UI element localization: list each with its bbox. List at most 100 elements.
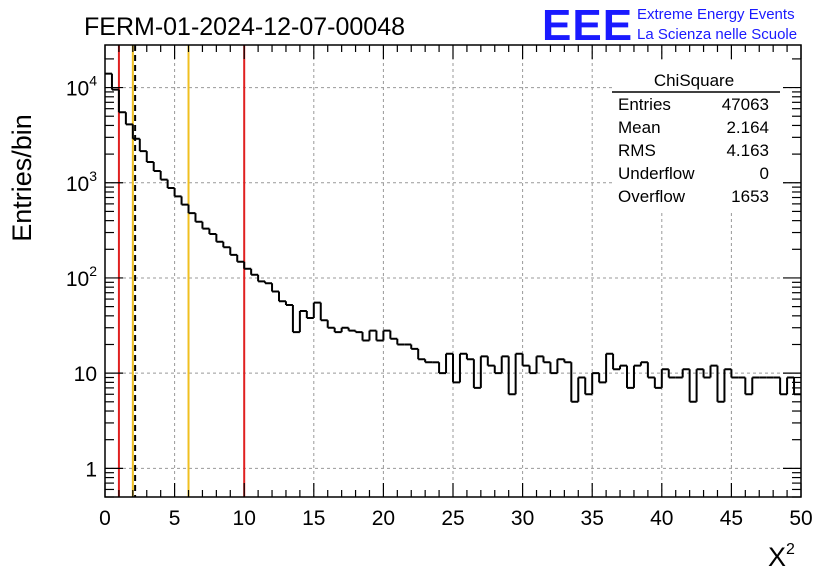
stats-row-value: 2.164 (726, 118, 769, 137)
histogram-bin (486, 356, 495, 367)
histogram-bin (577, 376, 586, 402)
histogram-bin (632, 364, 641, 388)
x-tick-label: 5 (169, 507, 181, 530)
histogram-bin (521, 353, 530, 367)
x-axis-title-sup: 2 (786, 541, 795, 558)
histogram-bin (639, 361, 648, 366)
y-tick-label: 102 (66, 263, 97, 291)
histogram-bin (312, 301, 321, 318)
histogram-bin (660, 368, 669, 388)
histogram-bin (716, 365, 725, 403)
histogram-bin (653, 377, 662, 389)
histogram-bin (744, 377, 753, 396)
histogram-bin (681, 368, 690, 378)
histogram-bin (368, 329, 377, 341)
histogram-bin (507, 356, 516, 396)
histogram-bin (445, 352, 453, 374)
histogram-bin (131, 124, 140, 140)
histogram-bin (417, 348, 426, 361)
histogram-bin (159, 170, 168, 181)
y-tick-label: 103 (66, 168, 97, 196)
histogram-bin (458, 352, 467, 383)
histogram-bin (166, 179, 175, 190)
histogram-bin (361, 332, 370, 342)
histogram-bin (243, 261, 252, 270)
histogram-bin (556, 358, 565, 374)
histogram-bin (180, 196, 189, 206)
histogram-bin (347, 327, 356, 332)
stats-box: ChiSquare Entries 47063 Mean 2.164 RMS 4.163 U… (612, 60, 780, 210)
histogram-bin (298, 309, 307, 333)
histogram-bin (514, 352, 523, 395)
histogram-bin (549, 362, 558, 375)
eee-logo-line2: La Scienza nelle Scuole (637, 26, 797, 43)
x-tick-label: 0 (99, 507, 111, 530)
histogram-bin (793, 377, 801, 396)
histogram-bin (612, 353, 621, 371)
stats-row-label: Entries (618, 95, 671, 114)
y-axis-title: Entries/bin (7, 114, 37, 242)
x-tick-label: 40 (650, 507, 673, 530)
histogram-bin (375, 330, 384, 342)
histogram-bin (723, 368, 732, 402)
histogram-bin (201, 221, 210, 230)
x-tick-label: 45 (720, 507, 743, 530)
x-tick-label: 20 (372, 507, 395, 530)
histogram-bin (709, 364, 718, 378)
histogram-bin (340, 326, 349, 333)
histogram-bin (465, 353, 474, 361)
histogram-bin (222, 241, 231, 249)
y-tick-labels: 1 10 102 103 104 (66, 73, 97, 482)
stats-row-value: 4.163 (726, 141, 769, 160)
stats-box-rows: Entries 47063 Mean 2.164 RMS 4.163 Underflow 0 O… (618, 95, 769, 206)
histogram-bin (570, 362, 579, 403)
histogram-bin (598, 373, 607, 384)
stats-row-value: 0 (760, 164, 769, 183)
histogram-bin (236, 254, 245, 263)
histogram-bin (667, 369, 676, 379)
axis-ticks (104, 45, 802, 498)
x-tick-labels: 0 5 10 15 20 25 30 35 40 45 50 (99, 507, 813, 530)
x-tick-label: 50 (789, 507, 812, 530)
histogram-bin (138, 138, 147, 153)
stats-row-label: Underflow (618, 164, 695, 183)
histogram-bin (695, 368, 704, 402)
histogram-bin (591, 372, 600, 395)
histogram-bin (152, 162, 161, 172)
histogram-bin (278, 291, 286, 303)
histogram-bin (173, 188, 182, 198)
histogram-bin (284, 301, 293, 306)
histogram-bin (250, 268, 259, 276)
histogram-bin (117, 89, 126, 114)
histogram-bin (187, 204, 196, 215)
eee-logo-mark: EEE (542, 1, 633, 50)
histogram-bin (208, 228, 217, 235)
histogram-bin (354, 330, 363, 334)
histogram-bin (779, 377, 788, 396)
histogram-bin (305, 310, 314, 319)
x-tick-label: 25 (441, 507, 464, 530)
histogram-bin (396, 338, 405, 346)
x-axis-title-base: X (768, 542, 786, 572)
histogram-bin (145, 151, 154, 164)
histogram-bin (382, 329, 391, 341)
histogram-bin (319, 302, 328, 322)
histogram-bin (751, 376, 760, 395)
y-tick-label: 1 (85, 458, 97, 481)
y-tick-label: 10 (74, 363, 97, 386)
histogram-bin (424, 359, 433, 364)
histogram-bin (563, 359, 572, 364)
histogram-bin (410, 344, 419, 350)
histogram-bin (333, 327, 342, 334)
histogram-bin (479, 355, 488, 388)
histogram-bins (105, 72, 801, 403)
x-axis-title: X2 (768, 541, 795, 572)
stats-row-label: Mean (618, 118, 661, 137)
histogram-outline (105, 72, 801, 403)
stats-row-value: 47063 (722, 95, 769, 114)
y-tick-label: 104 (66, 73, 97, 101)
eee-logo-line1: Extreme Energy Events (637, 6, 795, 23)
histogram-bin (194, 213, 203, 223)
run-title: FERM-01-2024-12-07-00048 (84, 13, 405, 41)
histogram-bin (389, 330, 398, 340)
